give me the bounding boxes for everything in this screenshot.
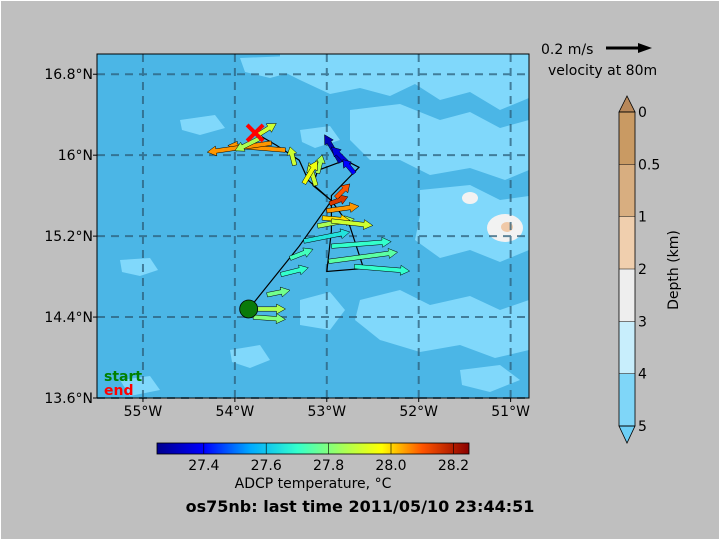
map-border [96,53,530,399]
temperature-colorbar-label: ADCP temperature, °C [235,476,392,492]
x-tick-label-0: 55°W [124,404,163,420]
temp-tick-label-3: 28.0 [375,458,406,474]
velocity-arrow-2 [266,286,291,298]
temp-tick-label-2: 27.8 [313,458,344,474]
x-tick-label-1: 54°W [216,404,255,420]
x-tick-label-3: 52°W [399,404,438,420]
scale-sublabel: velocity at 80m [548,63,657,79]
chart-title: os75nb: last time 2011/05/10 23:44:51 [186,497,535,516]
depth-colorbar-bottom-cap [618,425,636,444]
scale-arrow-head [638,43,652,53]
depth-tick-label-2: 1 [638,210,647,226]
scale-legend: 0.2 m/s velocity at 80m [541,42,657,79]
temp-tick-label-0: 27.4 [188,458,219,474]
depth-band-0 [619,112,635,164]
depth-tick-label-4: 3 [638,314,647,330]
map-panel: start end [96,53,530,399]
depth-tick-label-1: 0.5 [638,157,660,173]
velocity-vectors [206,123,411,325]
x-axis-ticks: 55°W 54°W 53°W 52°W 51°W [124,398,530,420]
depth-colorbar-label: Depth (km) [666,230,682,310]
depth-band-3 [619,269,635,322]
legend-end-label: end [104,383,133,399]
end-marker [245,123,265,143]
velocity-arrow-4 [288,247,314,261]
y-tick-label-1: 14.4°N [44,310,93,326]
x-tick-label-2: 53°W [307,404,346,420]
velocity-arrow-16 [330,218,374,230]
velocity-arrow-14 [342,159,357,176]
legend-start-label: start [104,369,142,385]
velocity-arrow-20 [301,160,318,185]
scale-label: 0.2 m/s [541,42,593,58]
velocity-arrow-9 [328,194,349,207]
depth-tick-label-5: 4 [638,367,647,383]
ship-track [248,132,365,310]
start-marker [239,299,259,319]
shallow-patches [120,54,529,396]
depth-tick-label-6: 5 [638,419,647,435]
velocity-arrow-3 [279,264,309,278]
depth-ticks: 0 0.5 1 2 3 4 5 [619,105,660,435]
velocity-arrow-17 [330,236,392,249]
velocity-arrow-8 [326,202,360,214]
y-tick-label-0: 13.6°N [44,391,93,407]
velocity-arrow-1 [252,313,287,325]
y-tick-label-3: 16°N [58,148,93,164]
velocity-arrow-18 [328,248,399,264]
depth-band-4 [619,322,635,374]
temp-tick-label-4: 28.2 [438,458,469,474]
depth-colorbar-top-cap [618,95,636,113]
y-axis-ticks: 13.6°N 14.4°N 15.2°N 16°N 16.8°N [44,67,97,407]
x-tick-label-4: 51°W [491,404,530,420]
velocity-arrow-5 [303,228,351,244]
y-tick-label-2: 15.2°N [44,229,93,245]
temperature-colorbar: 27.4 27.6 27.8 28.0 28.2 ADCP temperature, °… [156,442,470,492]
temperature-colorbar-bar [156,442,470,455]
depth-band-5 [619,374,635,426]
depth-colorbar: 0 0.5 1 2 3 4 5 Depth (km) [618,95,682,444]
y-tick-label-4: 16.8°N [44,67,93,83]
temperature-ticks: 27.4 27.6 27.8 28.0 28.2 [188,443,469,474]
depth-band-2 [619,216,635,269]
depth-tick-label-0: 0 [638,105,647,121]
depth-tick-label-3: 2 [638,262,647,278]
velocity-arrow-21 [286,146,298,167]
temp-tick-label-1: 27.6 [251,458,282,474]
velocity-arrow-15 [334,183,351,200]
velocity-arrow-19 [353,264,411,276]
depth-band-1 [619,164,635,216]
velocity-arrow-11 [314,154,326,175]
